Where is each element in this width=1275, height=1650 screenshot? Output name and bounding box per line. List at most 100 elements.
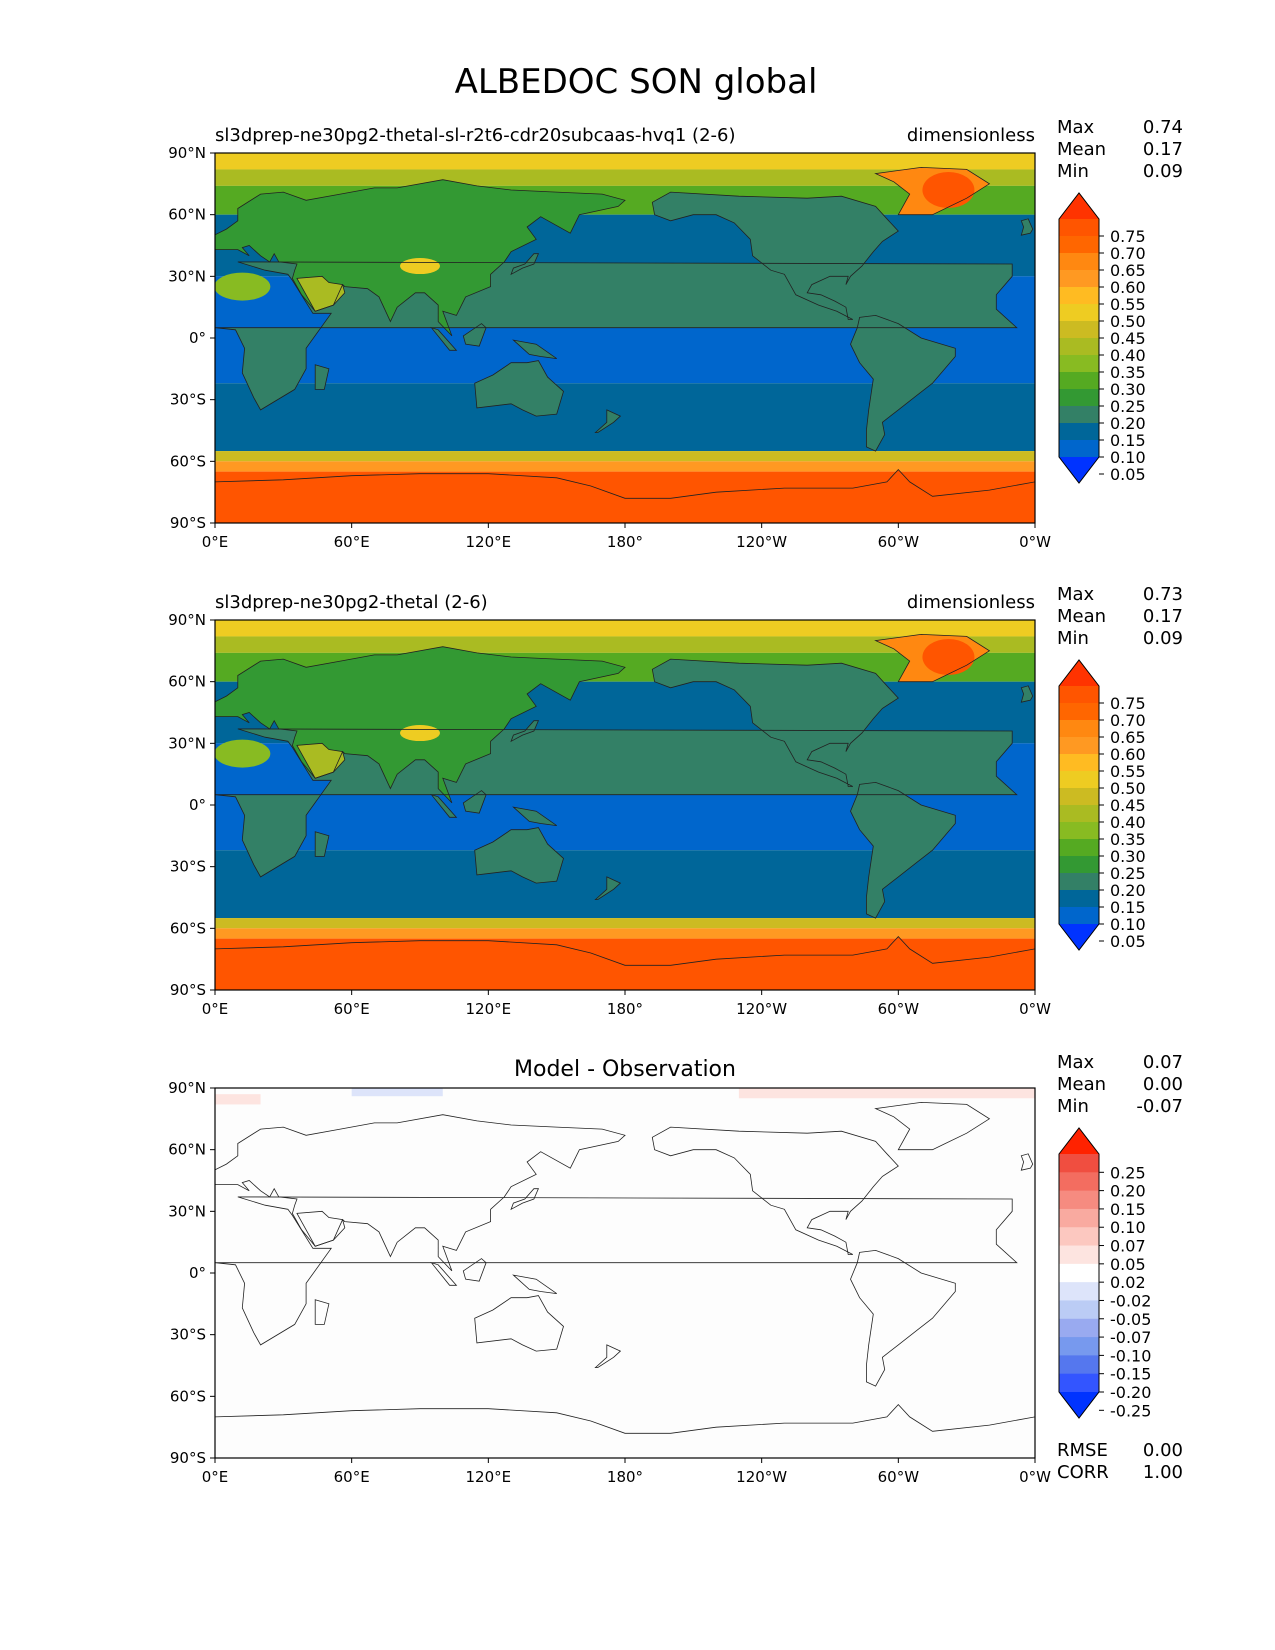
colorbar-tick-label: 0.02	[1110, 1273, 1146, 1292]
stat-value: -0.07	[1136, 1096, 1183, 1117]
lon-tick-label: 180°	[607, 533, 643, 551]
lon-tick-label: 60°E	[334, 1468, 370, 1486]
metric-value: 0.00	[1143, 1440, 1183, 1461]
colorbar-tick-label: 0.75	[1110, 694, 1146, 713]
metric-label: RMSE	[1057, 1440, 1108, 1461]
colorbar-tick-label: 0.20	[1110, 414, 1146, 433]
colorbar-tick-label: 0.45	[1110, 329, 1146, 348]
colorbar-tick-label: -0.10	[1110, 1346, 1151, 1365]
colorbar-tick-label: 0.40	[1110, 813, 1146, 832]
units-label: dimensionless	[907, 125, 1035, 146]
colorbar-tick-label: 0.35	[1110, 830, 1146, 849]
lat-tick-label: 30°N	[168, 267, 206, 285]
map-panel-3: Model - Observation 90°N 60°N 30°N 0° 30°S 60°…	[168, 1052, 1183, 1486]
colorbar-tick-label: 0.75	[1110, 227, 1146, 246]
map-field	[215, 620, 1035, 990]
stat-value: 0.73	[1143, 584, 1183, 605]
lat-tick-label: 0°	[189, 796, 206, 814]
lon-tick-label: 60°E	[334, 533, 370, 551]
lat-tick-label: 60°S	[170, 1387, 206, 1405]
lon-tick-label: 60°W	[878, 1000, 920, 1018]
lat-tick-label: 0°	[189, 329, 206, 347]
stat-value: 0.09	[1143, 161, 1183, 182]
stat-value: 0.09	[1143, 628, 1183, 649]
lon-tick-label: 0°E	[202, 533, 229, 551]
colorbar-tick-label: 0.15	[1110, 431, 1146, 450]
colorbar: 0.750.700.650.600.550.500.450.400.350.30…	[1058, 192, 1146, 484]
colorbar-tick-label: 0.70	[1110, 711, 1146, 730]
colorbar-tick-label: 0.25	[1110, 1163, 1146, 1182]
lat-tick-label: 30°S	[170, 391, 206, 409]
colorbar: 0.750.700.650.600.550.500.450.400.350.30…	[1058, 659, 1146, 951]
lat-tick-label: 30°S	[170, 1326, 206, 1344]
lat-tick-label: 90°S	[170, 981, 206, 999]
lat-tick-label: 90°S	[170, 514, 206, 532]
colorbar-tick-label: 0.50	[1110, 312, 1146, 331]
colorbar-tick-label: -0.15	[1110, 1365, 1151, 1384]
colorbar-tick-label: 0.05	[1110, 932, 1146, 951]
colorbar-tick-label: 0.35	[1110, 363, 1146, 382]
lat-tick-label: 60°N	[168, 206, 206, 224]
colorbar-tick-label: 0.05	[1110, 1255, 1146, 1274]
map-field	[215, 1088, 1035, 1458]
lat-tick-label: 60°N	[168, 673, 206, 691]
stat-label: Min	[1057, 1096, 1089, 1117]
lon-tick-label: 60°W	[878, 533, 920, 551]
colorbar-tick-label: 0.15	[1110, 898, 1146, 917]
metric-label: CORR	[1057, 1462, 1109, 1483]
lon-tick-label: 0°W	[1019, 1000, 1051, 1018]
lon-tick-label: 120°W	[736, 1000, 787, 1018]
lon-tick-label: 120°E	[466, 533, 512, 551]
lon-tick-label: 180°	[607, 1468, 643, 1486]
colorbar-tick-label: 0.65	[1110, 728, 1146, 747]
colorbar-tick-label: 0.25	[1110, 864, 1146, 883]
lat-tick-label: 30°N	[168, 1202, 206, 1220]
colorbar-tick-label: 0.60	[1110, 278, 1146, 297]
colorbar: 0.250.200.150.100.070.050.02-0.02-0.05-0…	[1058, 1127, 1151, 1420]
metric-value: 1.00	[1143, 1462, 1183, 1483]
map-panel-1: sl3dprep-ne30pg2-thetal-sl-r2t6-cdr20sub…	[168, 117, 1183, 551]
colorbar-tick-label: 0.30	[1110, 380, 1146, 399]
colorbar-tick-label: 0.55	[1110, 295, 1146, 314]
panel-title: sl3dprep-ne30pg2-thetal-sl-r2t6-cdr20sub…	[215, 125, 736, 146]
colorbar-tick-label: 0.65	[1110, 261, 1146, 280]
stat-label: Min	[1057, 628, 1089, 649]
lon-tick-label: 180°	[607, 1000, 643, 1018]
colorbar-tick-label: -0.25	[1110, 1401, 1151, 1420]
stat-value: 0.74	[1143, 117, 1183, 138]
stat-label: Mean	[1057, 606, 1106, 627]
colorbar-tick-label: -0.05	[1110, 1310, 1151, 1329]
stat-label: Max	[1057, 584, 1095, 605]
colorbar-tick-label: -0.07	[1110, 1328, 1151, 1347]
stat-label: Mean	[1057, 139, 1106, 160]
colorbar-tick-label: 0.15	[1110, 1200, 1146, 1219]
lat-tick-label: 60°S	[170, 452, 206, 470]
stat-value: 0.00	[1143, 1074, 1183, 1095]
lon-tick-label: 0°E	[202, 1468, 229, 1486]
lon-tick-label: 60°E	[334, 1000, 370, 1018]
panel-title: Model - Observation	[514, 1057, 736, 1082]
stat-label: Max	[1057, 1052, 1095, 1073]
map-panel-2: sl3dprep-ne30pg2-thetal (2-6) dimensionle…	[168, 584, 1183, 1018]
colorbar-tick-label: 0.10	[1110, 448, 1146, 467]
colorbar-tick-label: 0.60	[1110, 745, 1146, 764]
lat-tick-label: 0°	[189, 1264, 206, 1282]
colorbar-tick-label: 0.70	[1110, 244, 1146, 263]
colorbar-tick-label: 0.20	[1110, 881, 1146, 900]
units-label: dimensionless	[907, 592, 1035, 613]
lat-tick-label: 60°N	[168, 1141, 206, 1159]
colorbar-tick-label: 0.10	[1110, 1218, 1146, 1237]
lat-tick-label: 30°S	[170, 858, 206, 876]
colorbar-tick-label: 0.30	[1110, 847, 1146, 866]
stat-value: 0.17	[1143, 139, 1183, 160]
lon-tick-label: 120°W	[736, 533, 787, 551]
lon-tick-label: 0°E	[202, 1000, 229, 1018]
lat-tick-label: 90°N	[168, 144, 206, 162]
colorbar-tick-label: 0.40	[1110, 346, 1146, 365]
colorbar-tick-label: 0.25	[1110, 397, 1146, 416]
colorbar-tick-label: 0.10	[1110, 915, 1146, 934]
lat-tick-label: 90°S	[170, 1449, 206, 1467]
stat-value: 0.17	[1143, 606, 1183, 627]
colorbar-tick-label: 0.05	[1110, 465, 1146, 484]
